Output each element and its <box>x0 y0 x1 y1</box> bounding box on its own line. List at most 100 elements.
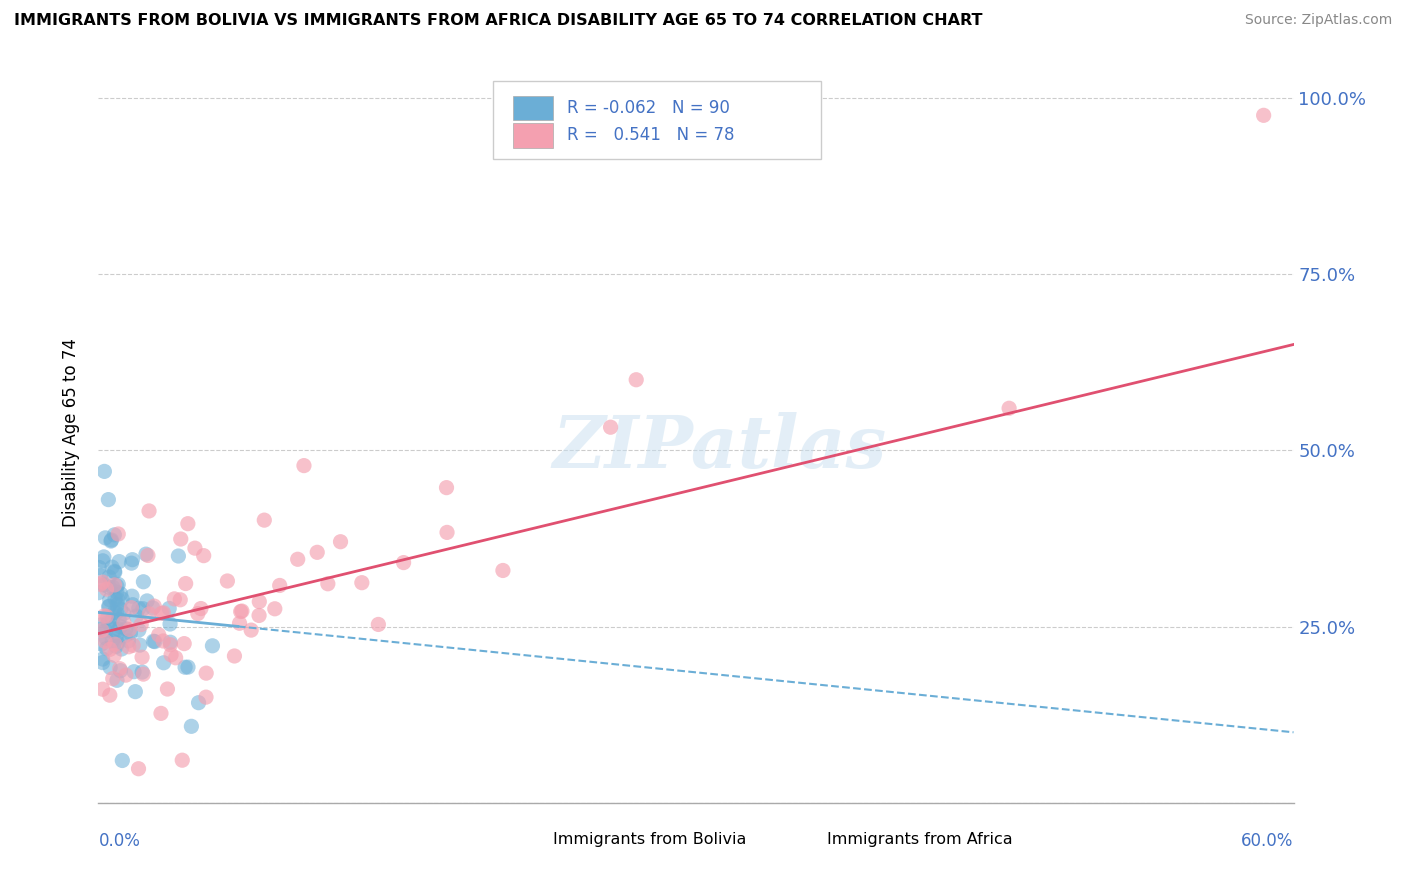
Point <box>292 458 315 473</box>
Point <box>329 534 352 549</box>
Point <box>108 613 131 627</box>
Point <box>107 577 129 591</box>
Point <box>195 690 218 705</box>
Point <box>97 610 120 624</box>
FancyBboxPatch shape <box>513 123 553 147</box>
Point <box>287 552 309 566</box>
Point <box>96 609 118 624</box>
Point <box>599 420 621 434</box>
Point <box>263 602 285 616</box>
Point <box>240 623 263 637</box>
Point <box>121 589 143 603</box>
Point <box>121 598 143 612</box>
Point <box>120 556 142 570</box>
Point <box>115 622 138 636</box>
Point <box>148 628 170 642</box>
Point <box>201 639 224 653</box>
Point <box>101 612 124 626</box>
Point <box>108 555 131 569</box>
Point <box>103 623 125 637</box>
Point <box>89 560 111 574</box>
Point <box>101 560 124 574</box>
Point <box>174 576 197 591</box>
Point <box>110 602 132 616</box>
Point <box>100 533 122 547</box>
Text: IMMIGRANTS FROM BOLIVIA VS IMMIGRANTS FROM AFRICA DISABILITY AGE 65 TO 74 CORREL: IMMIGRANTS FROM BOLIVIA VS IMMIGRANTS FR… <box>14 13 983 29</box>
Point <box>149 706 172 721</box>
Point <box>124 684 146 698</box>
Point <box>190 601 212 615</box>
Point <box>118 623 141 637</box>
Point <box>91 554 114 568</box>
Y-axis label: Disability Age 65 to 74: Disability Age 65 to 74 <box>62 338 80 527</box>
Point <box>173 637 195 651</box>
Point <box>90 637 112 651</box>
Point <box>91 575 114 590</box>
Point <box>159 635 181 649</box>
Point <box>143 599 166 613</box>
Point <box>104 565 127 579</box>
Point <box>159 638 181 652</box>
Point <box>103 578 125 592</box>
Point <box>91 652 114 666</box>
Point <box>150 607 173 621</box>
Point <box>115 668 138 682</box>
Point <box>436 525 458 540</box>
Point <box>195 666 218 681</box>
Point <box>247 608 270 623</box>
Point <box>93 578 115 592</box>
Point <box>229 605 252 619</box>
Text: 60.0%: 60.0% <box>1241 832 1294 850</box>
Point <box>121 552 143 566</box>
Point <box>128 762 150 776</box>
FancyBboxPatch shape <box>505 827 543 851</box>
Point <box>159 617 181 632</box>
Point <box>111 592 134 607</box>
Point <box>103 565 125 579</box>
Point <box>169 592 191 607</box>
Point <box>138 607 160 621</box>
Point <box>170 532 193 546</box>
Point <box>367 617 389 632</box>
Point <box>89 622 111 636</box>
Point <box>107 623 129 637</box>
Point <box>152 656 174 670</box>
Point <box>105 606 128 620</box>
Point <box>193 549 215 563</box>
Point <box>152 634 174 648</box>
Point <box>131 665 153 679</box>
Point <box>125 609 148 624</box>
Point <box>100 534 122 549</box>
Point <box>180 719 202 733</box>
Point <box>129 617 152 632</box>
Point <box>90 618 112 632</box>
Point <box>142 601 165 615</box>
Point <box>112 615 135 630</box>
Point <box>90 624 112 638</box>
Point <box>118 640 141 654</box>
Point <box>87 585 110 599</box>
Point <box>112 607 135 621</box>
Point <box>132 574 155 589</box>
Point <box>184 541 207 556</box>
Point <box>105 585 128 599</box>
Point <box>94 531 117 545</box>
Point <box>103 528 125 542</box>
Point <box>96 582 118 596</box>
Point <box>253 513 276 527</box>
Point <box>97 615 120 630</box>
Point <box>1253 108 1275 122</box>
Point <box>136 549 159 563</box>
Point <box>350 575 373 590</box>
Point <box>107 636 129 650</box>
Point <box>107 527 129 541</box>
Point <box>217 574 239 588</box>
Point <box>187 696 209 710</box>
Point <box>111 754 134 768</box>
Point <box>172 753 194 767</box>
Point <box>93 609 115 624</box>
Text: 0.0%: 0.0% <box>98 832 141 850</box>
Point <box>101 672 124 686</box>
Point <box>94 624 117 638</box>
Point <box>103 648 125 663</box>
